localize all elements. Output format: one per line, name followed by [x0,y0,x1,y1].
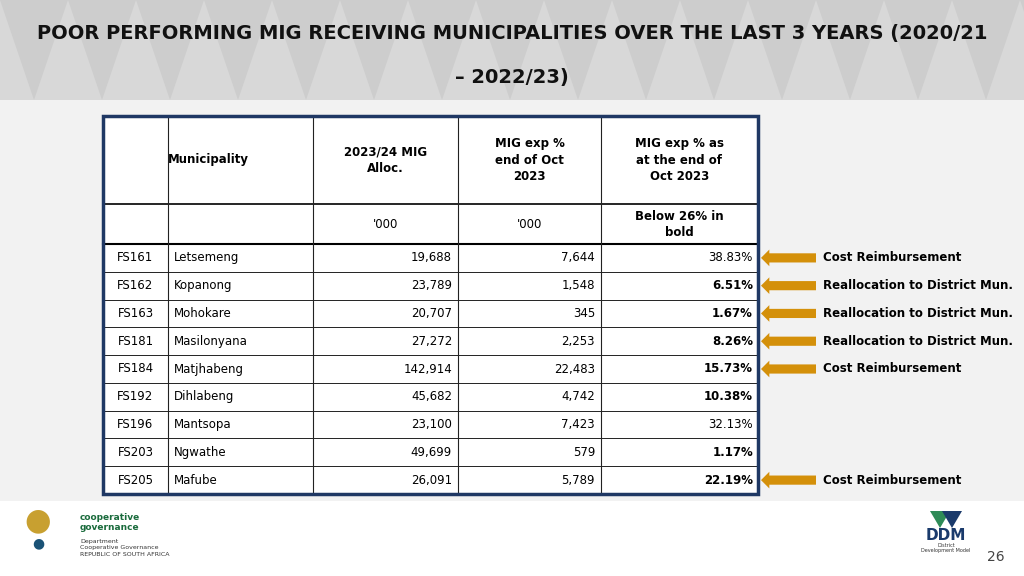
Polygon shape [816,0,884,100]
Polygon shape [748,0,816,100]
Polygon shape [272,0,340,100]
Text: 2023/24 MIG
Alloc.: 2023/24 MIG Alloc. [344,145,427,175]
Polygon shape [612,0,680,100]
Text: 4,742: 4,742 [561,391,595,403]
Polygon shape [930,511,950,528]
Text: Department: Department [80,539,118,544]
Text: 6.51%: 6.51% [712,279,753,292]
Text: 2,253: 2,253 [561,335,595,348]
Text: '000: '000 [373,218,398,230]
Text: Municipality: Municipality [168,153,249,166]
Text: Letsemeng: Letsemeng [174,251,240,264]
Polygon shape [680,0,748,100]
Text: MIG exp %
end of Oct
2023: MIG exp % end of Oct 2023 [495,137,564,183]
Bar [103,116,758,494]
Text: 38.83%: 38.83% [709,251,753,264]
Text: Reallocation to District Mun.: Reallocation to District Mun. [823,279,1013,292]
Text: 19,688: 19,688 [411,251,452,264]
Text: 8.26%: 8.26% [712,335,753,348]
Text: 23,100: 23,100 [411,418,452,431]
Polygon shape [408,0,476,100]
Polygon shape [68,0,136,100]
Text: 1,548: 1,548 [561,279,595,292]
Text: 26: 26 [987,550,1005,564]
Text: 27,272: 27,272 [411,335,452,348]
Text: FS203: FS203 [118,446,154,459]
Text: cooperative: cooperative [80,513,140,522]
Bar [0,501,1024,576]
Text: ●: ● [32,536,44,550]
Text: Dihlabeng: Dihlabeng [174,391,234,403]
Text: FS181: FS181 [118,335,154,348]
Text: Reallocation to District Mun.: Reallocation to District Mun. [823,335,1013,348]
Text: Mafube: Mafube [174,473,218,487]
Polygon shape [884,0,952,100]
Polygon shape [942,511,962,528]
Text: 579: 579 [572,446,595,459]
Text: 26,091: 26,091 [411,473,452,487]
Bar [103,116,758,494]
Text: District
Development Model: District Development Model [922,543,971,554]
Text: – 2022/23): – 2022/23) [455,69,569,88]
Polygon shape [1020,0,1024,100]
Text: 20,707: 20,707 [411,307,452,320]
Text: Cost Reimbursement: Cost Reimbursement [823,362,962,376]
Text: 1.67%: 1.67% [712,307,753,320]
Text: Cost Reimbursement: Cost Reimbursement [823,473,962,487]
Polygon shape [0,0,68,100]
Text: POOR PERFORMING MIG RECEIVING MUNICIPALITIES OVER THE LAST 3 YEARS (2020/21: POOR PERFORMING MIG RECEIVING MUNICIPALI… [37,24,987,43]
Text: Kopanong: Kopanong [174,279,232,292]
Text: FS163: FS163 [118,307,154,320]
Polygon shape [761,333,816,350]
Polygon shape [761,472,816,488]
Text: 49,699: 49,699 [411,446,452,459]
Text: FS192: FS192 [118,391,154,403]
Text: 1.17%: 1.17% [713,446,753,459]
Text: 142,914: 142,914 [403,362,452,376]
Text: FS161: FS161 [118,251,154,264]
Bar [0,0,1024,100]
Text: 7,423: 7,423 [561,418,595,431]
Text: Cost Reimbursement: Cost Reimbursement [823,251,962,264]
Text: Masilonyana: Masilonyana [174,335,248,348]
Polygon shape [340,0,408,100]
Polygon shape [761,277,816,294]
Text: ●: ● [25,506,51,536]
Text: MIG exp % as
at the end of
Oct 2023: MIG exp % as at the end of Oct 2023 [635,137,724,183]
Text: Reallocation to District Mun.: Reallocation to District Mun. [823,307,1013,320]
Text: Cooperative Governance: Cooperative Governance [80,545,159,551]
Polygon shape [476,0,544,100]
Polygon shape [204,0,272,100]
Text: FS196: FS196 [118,418,154,431]
Text: 22.19%: 22.19% [705,473,753,487]
Text: 345: 345 [572,307,595,320]
Text: '000: '000 [517,218,542,230]
Text: Ngwathe: Ngwathe [174,446,226,459]
Text: 7,644: 7,644 [561,251,595,264]
Text: 32.13%: 32.13% [709,418,753,431]
Polygon shape [544,0,612,100]
Polygon shape [761,361,816,377]
Text: 22,483: 22,483 [554,362,595,376]
Text: Below 26% in
bold: Below 26% in bold [635,210,724,238]
Text: 15.73%: 15.73% [705,362,753,376]
Text: 10.38%: 10.38% [705,391,753,403]
Text: REPUBLIC OF SOUTH AFRICA: REPUBLIC OF SOUTH AFRICA [80,552,170,558]
Text: DDM: DDM [926,529,967,544]
Text: 45,682: 45,682 [411,391,452,403]
Polygon shape [952,0,1020,100]
Text: 23,789: 23,789 [411,279,452,292]
Polygon shape [136,0,204,100]
Text: FS162: FS162 [118,279,154,292]
Text: FS205: FS205 [118,473,154,487]
Text: Matjhabeng: Matjhabeng [174,362,244,376]
Text: FS184: FS184 [118,362,154,376]
Polygon shape [761,305,816,322]
Polygon shape [761,249,816,266]
Text: governance: governance [80,522,139,532]
Text: Mantsopa: Mantsopa [174,418,231,431]
Text: Mohokare: Mohokare [174,307,231,320]
Text: 5,789: 5,789 [561,473,595,487]
